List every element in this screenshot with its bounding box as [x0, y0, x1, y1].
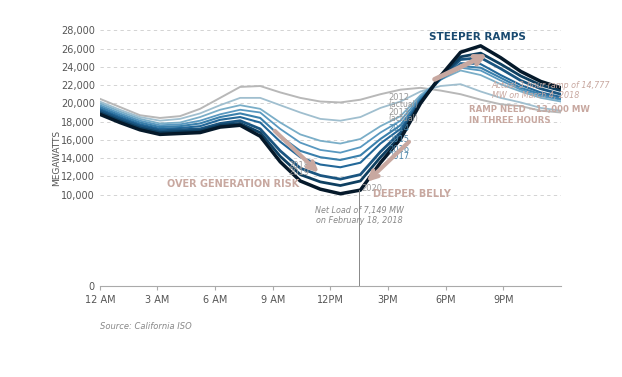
Text: 2017: 2017 — [388, 152, 409, 161]
Text: 2019: 2019 — [288, 168, 309, 177]
Text: 2014: 2014 — [388, 124, 409, 133]
Y-axis label: MEGAWATTS: MEGAWATTS — [52, 130, 62, 186]
Text: 2018: 2018 — [288, 161, 309, 170]
Text: 2020: 2020 — [361, 184, 382, 193]
Text: (actual): (actual) — [388, 100, 418, 109]
Text: Actual 3-hour ramp of 14,777
MW on March 4, 2018: Actual 3-hour ramp of 14,777 MW on March… — [491, 81, 610, 100]
Text: STEEPER RAMPS: STEEPER RAMPS — [429, 32, 526, 42]
Text: Net Load of 7,149 MW
on February 18, 2018: Net Load of 7,149 MW on February 18, 201… — [315, 205, 404, 225]
Text: DEEPER BELLY: DEEPER BELLY — [373, 189, 450, 199]
Text: 2015: 2015 — [388, 135, 409, 144]
Text: OVER GENERATION RISK: OVER GENERATION RISK — [167, 179, 299, 189]
Text: RAMP NEED ~13,000 MW
IN THREE HOURS: RAMP NEED ~13,000 MW IN THREE HOURS — [468, 105, 590, 124]
Text: Source: California ISO: Source: California ISO — [100, 322, 192, 331]
Text: 2012: 2012 — [388, 93, 409, 103]
Text: 2013: 2013 — [388, 108, 409, 117]
Text: 2016: 2016 — [388, 144, 409, 153]
Text: (actual): (actual) — [388, 115, 418, 123]
